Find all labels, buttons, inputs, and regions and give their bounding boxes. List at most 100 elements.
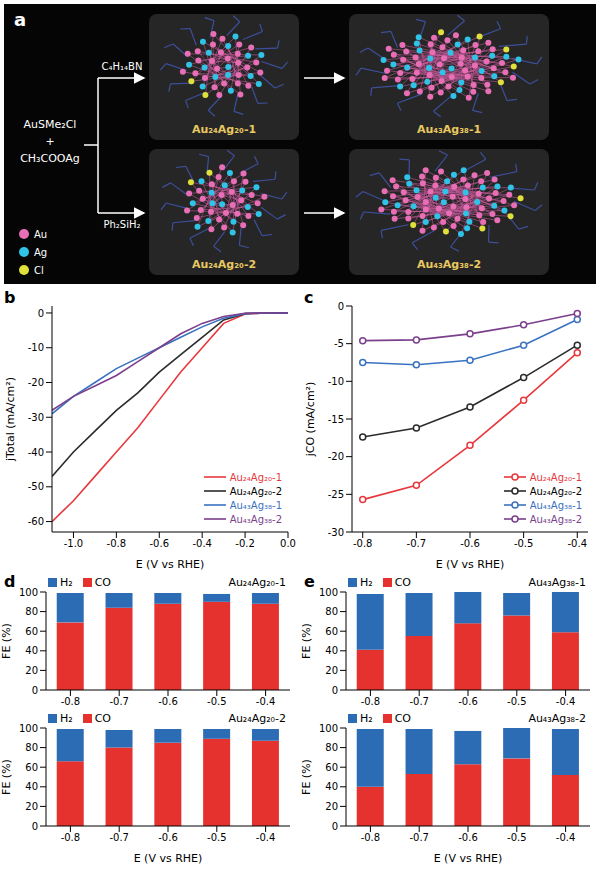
- svg-text:E (V vs RHE): E (V vs RHE): [436, 558, 505, 571]
- svg-text:-0.5: -0.5: [514, 538, 534, 549]
- svg-text:AuSMe₂Cl: AuSMe₂Cl: [24, 118, 77, 131]
- svg-text:E (V vs RHE): E (V vs RHE): [434, 852, 503, 864]
- svg-text:80: 80: [325, 606, 338, 617]
- html-text:CO: CO: [94, 712, 111, 725]
- svg-text:-0.6: -0.6: [460, 538, 480, 549]
- svg-text:20: 20: [325, 801, 338, 812]
- svg-text:40: 40: [325, 645, 338, 656]
- svg-text:-0.8: -0.8: [361, 832, 381, 843]
- svg-text:40: 40: [25, 781, 38, 792]
- svg-text:Au₄₃Ag₃₈-2: Au₄₃Ag₃₈-2: [417, 258, 481, 271]
- svg-text:-0.7: -0.7: [409, 832, 429, 843]
- svg-text:60: 60: [25, 762, 38, 773]
- svg-text:-50: -50: [28, 481, 44, 492]
- svg-text:80: 80: [25, 606, 38, 617]
- svg-text:-0.4: -0.4: [556, 832, 576, 843]
- svg-text:CH₃COOAg: CH₃COOAg: [20, 152, 80, 165]
- svg-text:-1.0: -1.0: [64, 538, 84, 549]
- svg-text:E (V vs RHE): E (V vs RHE): [136, 558, 205, 571]
- svg-text:-0.4: -0.4: [556, 696, 576, 707]
- svg-text:-30: -30: [28, 412, 44, 423]
- svg-text:-10: -10: [328, 376, 344, 387]
- svg-text:-0.7: -0.7: [407, 538, 427, 549]
- svg-text:-0.7: -0.7: [109, 832, 129, 843]
- svg-text:-30: -30: [328, 527, 344, 538]
- svg-text:-0.7: -0.7: [409, 696, 429, 707]
- svg-text:0.0: 0.0: [280, 538, 296, 549]
- svg-text:-20: -20: [328, 451, 344, 462]
- svg-text:0: 0: [32, 821, 38, 832]
- svg-text:-0.8: -0.8: [61, 832, 81, 843]
- svg-text:Au: Au: [34, 229, 47, 240]
- svg-text:Ag: Ag: [34, 247, 47, 258]
- svg-text:FE (%): FE (%): [0, 623, 13, 659]
- svg-text:-0.6: -0.6: [158, 832, 178, 843]
- svg-text:20: 20: [25, 665, 38, 676]
- svg-text:Au₂₄Ag₂₀-2: Au₂₄Ag₂₀-2: [192, 258, 256, 271]
- svg-text:100: 100: [319, 587, 338, 598]
- svg-text:80: 80: [25, 742, 38, 753]
- svg-text:-0.4: -0.4: [568, 538, 588, 549]
- svg-text:-10: -10: [28, 342, 44, 353]
- svg-text:-0.5: -0.5: [207, 696, 227, 707]
- html-text:H₂: H₂: [60, 576, 73, 589]
- svg-text:-0.4: -0.4: [256, 696, 276, 707]
- svg-text:a: a: [14, 9, 26, 30]
- svg-text:FE (%): FE (%): [300, 759, 313, 795]
- svg-text:100: 100: [19, 723, 38, 734]
- svg-text:Ph₂SiH₂: Ph₂SiH₂: [103, 219, 140, 230]
- svg-text:+: +: [45, 135, 54, 148]
- svg-text:40: 40: [325, 781, 338, 792]
- svg-text:FE (%): FE (%): [300, 623, 313, 659]
- svg-text:0: 0: [338, 301, 344, 312]
- svg-text:FE (%): FE (%): [0, 759, 13, 795]
- svg-text:-15: -15: [328, 414, 344, 425]
- svg-text:-0.5: -0.5: [507, 832, 527, 843]
- svg-text:Cl: Cl: [34, 265, 44, 276]
- svg-text:40: 40: [25, 645, 38, 656]
- svg-text:0: 0: [332, 685, 338, 696]
- svg-text:20: 20: [25, 801, 38, 812]
- svg-text:20: 20: [325, 665, 338, 676]
- svg-text:-20: -20: [28, 377, 44, 388]
- svg-text:jCO (mA/cm²): jCO (mA/cm²): [304, 382, 317, 458]
- svg-text:-0.8: -0.8: [107, 538, 127, 549]
- svg-text:60: 60: [325, 762, 338, 773]
- svg-text:100: 100: [19, 587, 38, 598]
- svg-text:0: 0: [38, 308, 44, 319]
- svg-text:Au₂₄Ag₂₀-1: Au₂₄Ag₂₀-1: [192, 123, 256, 136]
- svg-text:-0.8: -0.8: [61, 696, 81, 707]
- svg-text:-0.2: -0.2: [235, 538, 255, 549]
- svg-text:jTotal (mA/cm²): jTotal (mA/cm²): [4, 377, 17, 462]
- svg-text:60: 60: [325, 626, 338, 637]
- html-text:H₂: H₂: [60, 712, 73, 725]
- svg-text:-0.6: -0.6: [458, 832, 478, 843]
- svg-text:-0.5: -0.5: [507, 696, 527, 707]
- svg-text:-0.5: -0.5: [207, 832, 227, 843]
- svg-text:-0.6: -0.6: [150, 538, 170, 549]
- svg-text:-0.4: -0.4: [192, 538, 212, 549]
- svg-text:-0.6: -0.6: [458, 696, 478, 707]
- html-text:Au₂₄Ag₂₀-2: Au₂₄Ag₂₀-2: [228, 712, 286, 725]
- html-text:H₂: H₂: [360, 576, 373, 589]
- svg-text:100: 100: [319, 723, 338, 734]
- svg-text:0: 0: [332, 821, 338, 832]
- svg-text:-0.6: -0.6: [158, 696, 178, 707]
- svg-text:-40: -40: [28, 447, 44, 458]
- svg-text:-25: -25: [328, 489, 344, 500]
- svg-text:-0.4: -0.4: [256, 832, 276, 843]
- html-text:CO: CO: [94, 576, 111, 589]
- html-text:Au₂₄Ag₂₀-1: Au₂₄Ag₂₀-1: [228, 576, 286, 589]
- svg-text:-0.8: -0.8: [353, 538, 373, 549]
- svg-text:0: 0: [32, 685, 38, 696]
- svg-text:C₄H₁₄BN: C₄H₁₄BN: [102, 61, 143, 72]
- svg-text:-0.8: -0.8: [361, 696, 381, 707]
- svg-text:E (V vs RHE): E (V vs RHE): [134, 852, 203, 864]
- svg-text:60: 60: [25, 626, 38, 637]
- svg-text:-0.7: -0.7: [109, 696, 129, 707]
- svg-text:-60: -60: [28, 516, 44, 527]
- svg-text:Au₄₃Ag₃₈-1: Au₄₃Ag₃₈-1: [417, 123, 481, 136]
- svg-text:80: 80: [325, 742, 338, 753]
- html-text:CO: CO: [394, 576, 411, 589]
- svg-text:-5: -5: [334, 338, 344, 349]
